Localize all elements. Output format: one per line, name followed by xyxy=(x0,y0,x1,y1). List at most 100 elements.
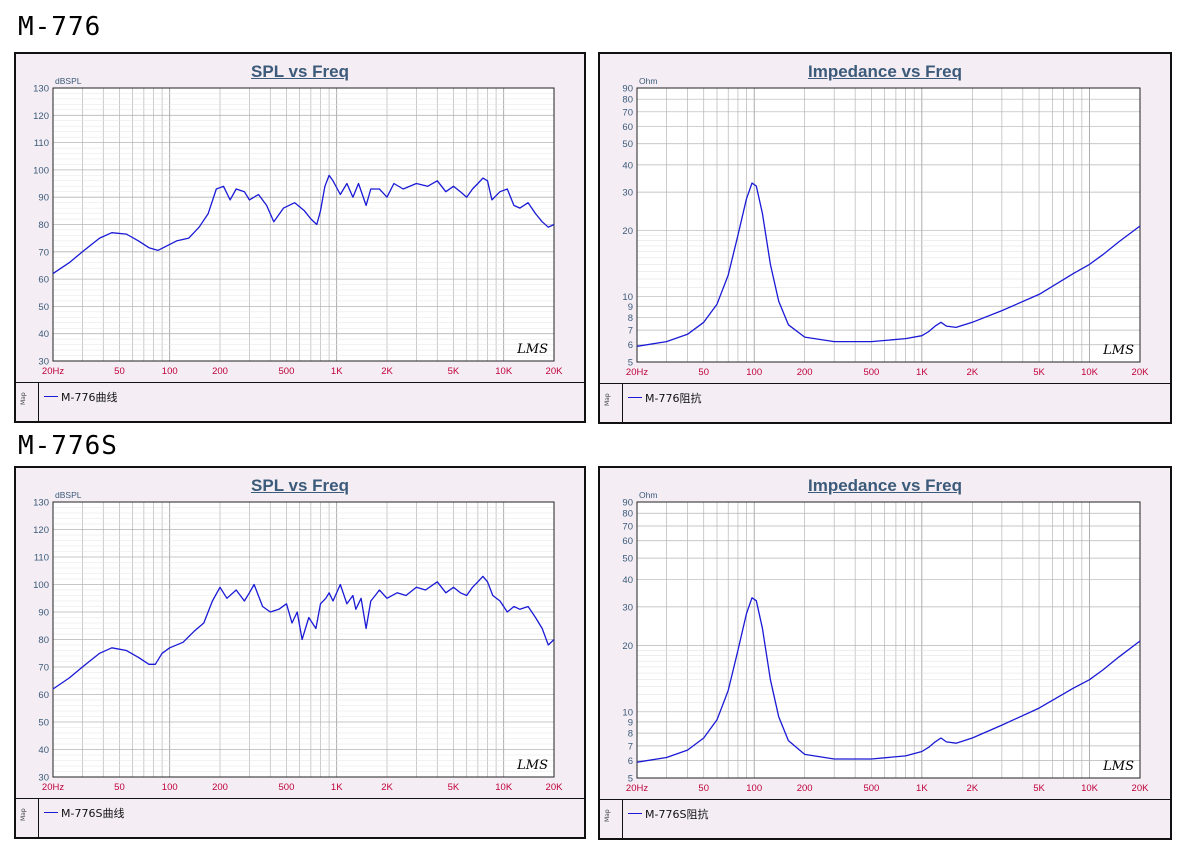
x-tick-label: 10K xyxy=(1081,783,1099,794)
x-tick-label: 20Hz xyxy=(42,366,64,377)
legend-swatch xyxy=(628,813,642,814)
y-tick-label: 10 xyxy=(622,292,633,303)
x-tick-label: 200 xyxy=(212,366,228,377)
map-label: Map xyxy=(600,800,623,838)
impedance-panel-m776s: Impedance vs Freq 5 6 7 8 9 10 20 30 40 50 60 70 80 9… xyxy=(598,466,1172,840)
y-tick-label: 8 xyxy=(628,729,633,740)
y-tick-label: 30 xyxy=(622,602,633,613)
y-axis-label: Ohm xyxy=(639,76,657,86)
x-tick-label: 100 xyxy=(746,783,762,794)
y-tick-label: 90 xyxy=(38,193,49,204)
spl-panel-m776s: SPL vs Freq 30 40 50 60 70 80 90 100 110 120 130 dB… xyxy=(14,466,586,839)
y-tick-label: 90 xyxy=(622,84,633,95)
y-tick-label: 20 xyxy=(622,226,633,237)
map-label: Map xyxy=(16,799,39,837)
y-axis-label: dBSPL xyxy=(55,76,82,86)
x-tick-label: 2K xyxy=(967,783,979,794)
chart-title: SPL vs Freq xyxy=(251,62,349,81)
x-tick-label: 500 xyxy=(863,783,879,794)
series-line xyxy=(636,597,1141,763)
x-tick-label: 100 xyxy=(162,782,178,793)
y-tick-label: 60 xyxy=(622,536,633,547)
x-tick-label: 200 xyxy=(212,782,228,793)
x-tick-label: 500 xyxy=(279,782,295,793)
y-tick-label: 90 xyxy=(38,608,49,619)
y-tick-label: 50 xyxy=(622,554,633,565)
x-tick-label: 5K xyxy=(1033,367,1045,378)
map-label: Map xyxy=(600,384,623,422)
y-tick-label: 120 xyxy=(33,111,49,122)
section-title-m776s: M-776S xyxy=(18,431,118,461)
x-tick-label: 5K xyxy=(448,782,460,793)
x-tick-label: 20Hz xyxy=(626,367,648,378)
plot-area xyxy=(637,88,1140,362)
x-tick-label: 2K xyxy=(381,366,393,377)
y-tick-label: 70 xyxy=(38,247,49,258)
x-tick-label: 5K xyxy=(1033,783,1045,794)
x-tick-label: 10K xyxy=(495,782,513,793)
y-tick-label: 60 xyxy=(38,690,49,701)
y-axis-label: dBSPL xyxy=(55,490,82,500)
y-tick-label: 70 xyxy=(38,663,49,674)
impedance-panel-m776: Impedance vs Freq 5 6 7 8 9 10 20 30 40 50 60 70 80 9… xyxy=(598,52,1172,424)
legend-label: M-776曲线 xyxy=(61,391,118,404)
y-tick-label: 5 xyxy=(628,358,633,369)
series-line xyxy=(52,174,555,275)
legend-swatch xyxy=(628,397,642,398)
x-tick-label: 200 xyxy=(797,367,813,378)
x-tick-label: 100 xyxy=(162,366,178,377)
plot-frame xyxy=(636,501,1141,779)
spl-panel-m776: SPL vs Freq 30 40 50 60 70 80 90 100 110 120 130 dB… xyxy=(14,52,586,423)
x-tick-label: 20K xyxy=(546,366,564,377)
y-tick-label: 110 xyxy=(34,553,49,564)
watermark-text: LMS xyxy=(1102,759,1134,774)
y-tick-label: 50 xyxy=(38,718,49,729)
x-tick-label: 10K xyxy=(495,366,513,377)
y-tick-label: 80 xyxy=(38,220,49,231)
y-tick-label: 40 xyxy=(38,329,49,340)
y-tick-label: 100 xyxy=(33,580,49,591)
legend: Map M-776阻抗 xyxy=(600,383,1170,422)
x-tick-label: 1K xyxy=(331,782,343,793)
plot-svg: 30 40 50 60 70 80 90 100 110 120 130 dBSPL 20Hz 50 100… xyxy=(33,490,564,793)
legend-label: M-776S阻抗 xyxy=(645,808,709,821)
x-tick-label: 20K xyxy=(546,782,564,793)
plot-area xyxy=(637,502,1140,778)
y-tick-label: 120 xyxy=(33,525,49,536)
x-tick-label: 100 xyxy=(746,367,762,378)
y-tick-label: 40 xyxy=(38,745,49,756)
series-line xyxy=(52,575,555,690)
y-tick-label: 50 xyxy=(38,302,49,313)
x-tick-label: 500 xyxy=(863,367,879,378)
x-tick-label: 20Hz xyxy=(626,783,648,794)
y-tick-label: 50 xyxy=(622,139,633,150)
chart-title: SPL vs Freq xyxy=(251,476,349,495)
y-tick-label: 6 xyxy=(628,340,633,351)
y-tick-label: 90 xyxy=(622,498,633,509)
y-tick-label: 100 xyxy=(33,165,49,176)
x-tick-label: 20Hz xyxy=(42,782,64,793)
x-tick-label: 1K xyxy=(916,367,928,378)
chart-title: Impedance vs Freq xyxy=(807,476,962,495)
y-tick-label: 9 xyxy=(628,302,633,313)
y-tick-label: 40 xyxy=(622,575,633,586)
y-tick-label: 130 xyxy=(33,84,49,95)
y-tick-label: 7 xyxy=(628,326,633,337)
y-tick-label: 5 xyxy=(628,774,633,785)
y-tick-label: 80 xyxy=(622,95,633,106)
y-tick-label: 70 xyxy=(622,521,633,532)
y-tick-label: 80 xyxy=(38,635,49,646)
y-tick-label: 7 xyxy=(628,741,633,752)
x-tick-label: 50 xyxy=(114,782,125,793)
y-tick-label: 30 xyxy=(38,357,49,368)
y-axis-label: Ohm xyxy=(639,490,657,500)
x-tick-label: 20K xyxy=(1132,367,1150,378)
y-tick-label: 130 xyxy=(33,498,49,509)
x-tick-label: 5K xyxy=(448,366,460,377)
y-tick-label: 70 xyxy=(622,107,633,118)
y-tick-label: 10 xyxy=(622,707,633,718)
y-tick-label: 30 xyxy=(38,773,49,784)
chart-title: Impedance vs Freq xyxy=(807,62,962,81)
x-tick-label: 50 xyxy=(698,783,709,794)
